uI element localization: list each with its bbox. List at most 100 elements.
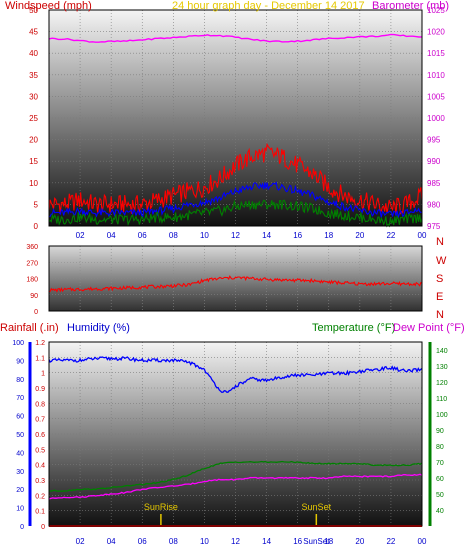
rain-tick-label: 0.4 [35,463,45,470]
barometer-tick-label: 975 [427,222,441,231]
hour-tick-label: 00 [418,231,427,240]
dewpoint-axis-label: Dew Point (°F) [393,322,465,334]
direction-tick-label: 180 [26,277,38,284]
humidity-tick-label: 30 [16,469,24,476]
temperature-tick-label: 90 [436,428,444,435]
rain-tick-label: 0 [41,524,45,531]
rain-tick-label: 0.2 [35,493,45,500]
barometer-tick-label: 1020 [427,28,445,37]
humidity-tick-label: 90 [16,358,24,365]
direction-tick-label: 360 [26,244,38,251]
hour-tick-label: 16 [293,231,302,240]
series-average [48,181,423,220]
hour-tick-label: 14 [262,537,271,546]
wind-left-ticks: 0 5 10 15 20 25 30 35 40 45 50 [29,6,38,231]
temperature-tick-label: 140 [436,348,448,355]
hour-tick-label: 06 [138,231,147,240]
sunset-bottom-label: SunSet [303,537,330,546]
wind-panel-border [48,9,423,227]
compass-label: N [436,309,444,321]
temperature-tick-label: 100 [436,412,448,419]
humidity-tick-label: 60 [16,414,24,421]
series-low [48,199,423,228]
windspeed-tick-label: 30 [29,92,38,101]
humidity-axis-label: Humidity (%) [67,322,130,334]
rain-tick-label: 0.8 [35,401,45,408]
windspeed-axis-label: Windspeed (mph) [5,0,92,12]
hour-tick-label: 08 [169,537,178,546]
hour-tick-label: 14 [262,231,271,240]
temperature-tick-label: 50 [436,492,444,499]
hour-tick-label: 08 [169,231,178,240]
direction-left-ticks: 0 90 180 270 360 [26,244,38,316]
hour-tick-label: 10 [200,537,209,546]
rain-tick-label: 0.5 [35,447,45,454]
compass-label: N [436,236,444,248]
rain-tick-label: 1 [41,371,45,378]
barometer-tick-label: 995 [427,136,441,145]
series-gust [48,142,423,216]
humidity-tick-label: 100 [12,340,24,347]
humidity-tick-label: 50 [16,432,24,439]
hour-tick-label: 04 [107,231,116,240]
hour-tick-label: 20 [355,231,364,240]
temperature-tick-label: 130 [436,364,448,371]
barometer-axis-label: Barometer (mb) [372,0,449,12]
windspeed-tick-label: 15 [29,157,38,166]
hour-tick-label: 16 [293,537,302,546]
barometer-tick-label: 985 [427,179,441,188]
temperature-ticks: 40 50 60 70 80 90 100 110 120 130 140 [436,348,448,515]
barometer-tick-label: 1010 [427,71,445,80]
humidity-tick-label: 10 [16,506,24,513]
direction-panel-series [49,275,423,293]
wind-panel-series [48,33,423,228]
barometer-tick-label: 980 [427,200,441,209]
windspeed-tick-label: 50 [29,6,38,15]
barometer-tick-label: 990 [427,157,441,166]
temperature-tick-label: 40 [436,508,444,515]
sunset-label: SunSet [302,502,332,512]
chart-title: 24 hour graph day - December 14 2017 [172,0,365,12]
hour-tick-label: 22 [386,231,395,240]
compass-label: S [436,273,443,285]
windspeed-tick-label: 45 [29,28,38,37]
humidity-tick-label: 20 [16,487,24,494]
rain-tick-label: 1.2 [35,340,45,347]
series-temperature [48,460,423,492]
compass-label: E [436,291,443,303]
sun-annotations: SunRise SunSet SunSet [144,502,332,546]
windspeed-tick-label: 25 [29,114,38,123]
barometer-tick-label: 1025 [427,6,445,15]
temperature-tick-label: 70 [436,460,444,467]
hour-tick-label: 12 [231,537,240,546]
hour-tick-label: 18 [324,231,333,240]
hour-tick-label: 20 [355,537,364,546]
barometer-right-ticks: 975 980 985 990 995 1000 1005 1010 1015 1020 1025 [427,6,445,231]
series-wind-direction [49,275,423,293]
barometer-tick-label: 1000 [427,114,445,123]
rain-tick-label: 0.7 [35,417,45,424]
hour-tick-label: 06 [138,537,147,546]
wind-x-ticks: 02 04 06 08 10 12 14 16 18 20 22 00 [76,231,427,240]
windspeed-tick-label: 20 [29,136,38,145]
hour-tick-label: 02 [76,231,85,240]
hour-tick-label: 00 [418,537,427,546]
sunrise-label: SunRise [144,502,178,512]
temperature-tick-label: 120 [436,380,448,387]
rain-tick-label: 0.3 [35,478,45,485]
windspeed-tick-label: 10 [29,179,38,188]
temperature-tick-label: 110 [436,396,447,403]
hour-tick-label: 18 [324,537,333,546]
rain-tick-label: 1.1 [35,355,45,362]
rain-tick-label: 0.6 [35,432,45,439]
series-barometer [48,33,423,43]
hour-tick-label: 10 [200,231,209,240]
rain-tick-label: 0.1 [35,509,45,516]
compass-label: W [436,255,447,267]
direction-tick-label: 90 [30,293,38,300]
windspeed-tick-label: 40 [29,49,38,58]
barometer-tick-label: 1005 [427,92,445,101]
humidity-tick-label: 0 [20,524,24,531]
